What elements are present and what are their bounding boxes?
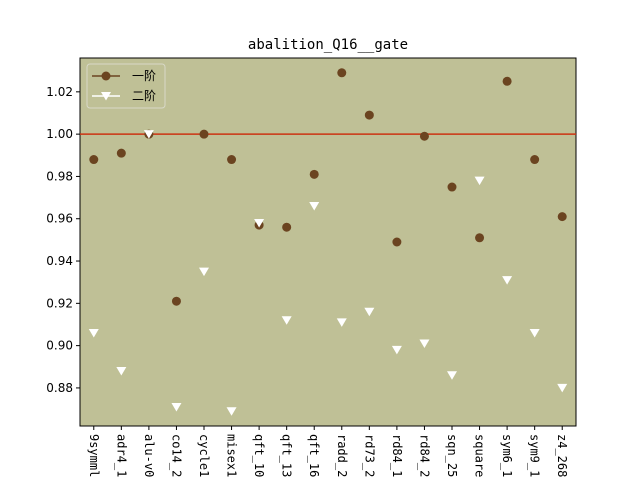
x-tick-label: rd73_2 <box>362 434 376 477</box>
data-point <box>392 237 402 247</box>
y-tick-label: 0.92 <box>46 296 73 310</box>
data-point <box>447 182 457 192</box>
y-tick-label: 0.94 <box>46 254 73 268</box>
x-tick-label: sym6_1 <box>500 434 514 477</box>
x-tick-label: alu-v0 <box>142 434 156 477</box>
x-tick-label: sym9_1 <box>528 434 542 477</box>
x-tick-label: rd84_2 <box>417 434 431 477</box>
data-point <box>557 383 568 393</box>
data-point <box>309 169 319 179</box>
data-point <box>116 367 127 376</box>
x-tick-label: qft_13 <box>280 434 294 477</box>
data-point <box>227 155 237 165</box>
x-tick-label: adr4_1 <box>114 434 128 477</box>
x-tick-label: z4_268 <box>555 434 569 477</box>
data-point <box>143 130 154 139</box>
x-tick-label: radd_2 <box>335 434 349 477</box>
data-point <box>171 296 181 306</box>
data-point <box>474 176 485 186</box>
x-tick-label: 9symml <box>87 434 101 477</box>
data-point <box>116 148 126 158</box>
data-point <box>502 276 513 285</box>
data-point <box>199 129 209 139</box>
data-point <box>364 307 375 317</box>
x-tick-label: rd84_1 <box>390 434 404 477</box>
data-point <box>89 155 99 165</box>
x-tick-label: co14_2 <box>169 434 183 477</box>
x-axis: 9symml adr4_1 alu-v0 co14_2 cycle1 misex1 qft_… <box>87 426 569 477</box>
legend-marker <box>101 92 111 101</box>
data-marks <box>88 68 568 416</box>
y-tick-label: 1.00 <box>46 127 73 141</box>
chart-title: abalition_Q16__gate <box>248 37 408 53</box>
data-point <box>309 202 320 211</box>
x-tick-label: square <box>473 434 487 477</box>
y-axis: 0.88 0.90 0.92 0.94 0.96 0.98 1.00 1.02 <box>46 85 80 395</box>
data-point <box>557 212 567 222</box>
legend-label: 二阶 <box>132 89 156 103</box>
data-point <box>447 371 457 380</box>
data-point <box>282 222 292 232</box>
legend-marker <box>101 71 111 81</box>
data-point <box>254 218 265 228</box>
data-point <box>530 155 540 165</box>
data-point <box>475 233 485 243</box>
data-point <box>391 345 402 355</box>
y-tick-label: 0.90 <box>46 339 73 353</box>
series-2 <box>88 130 568 416</box>
x-tick-label: qft_16 <box>307 434 321 477</box>
data-point <box>281 316 292 325</box>
data-point <box>419 339 430 349</box>
data-point <box>337 68 347 78</box>
data-point <box>88 328 99 338</box>
y-tick-label: 0.96 <box>46 212 73 226</box>
data-point <box>336 318 347 327</box>
x-tick-label: cycle1 <box>197 434 211 477</box>
x-tick-label: misex1 <box>225 434 239 477</box>
y-tick-label: 0.98 <box>46 169 73 183</box>
data-point <box>502 76 512 86</box>
plot-area <box>79 57 577 427</box>
data-point <box>364 110 374 120</box>
x-tick-label: sqn_25 <box>445 434 459 477</box>
data-point <box>529 328 540 338</box>
legend-label: 一阶 <box>132 69 156 83</box>
data-point <box>171 402 182 412</box>
x-tick-label: qft_10 <box>252 434 266 477</box>
y-tick-label: 0.88 <box>46 381 73 395</box>
data-point <box>226 407 237 416</box>
y-tick-label: 1.02 <box>46 85 73 99</box>
data-point <box>419 131 429 141</box>
data-point <box>199 267 209 277</box>
